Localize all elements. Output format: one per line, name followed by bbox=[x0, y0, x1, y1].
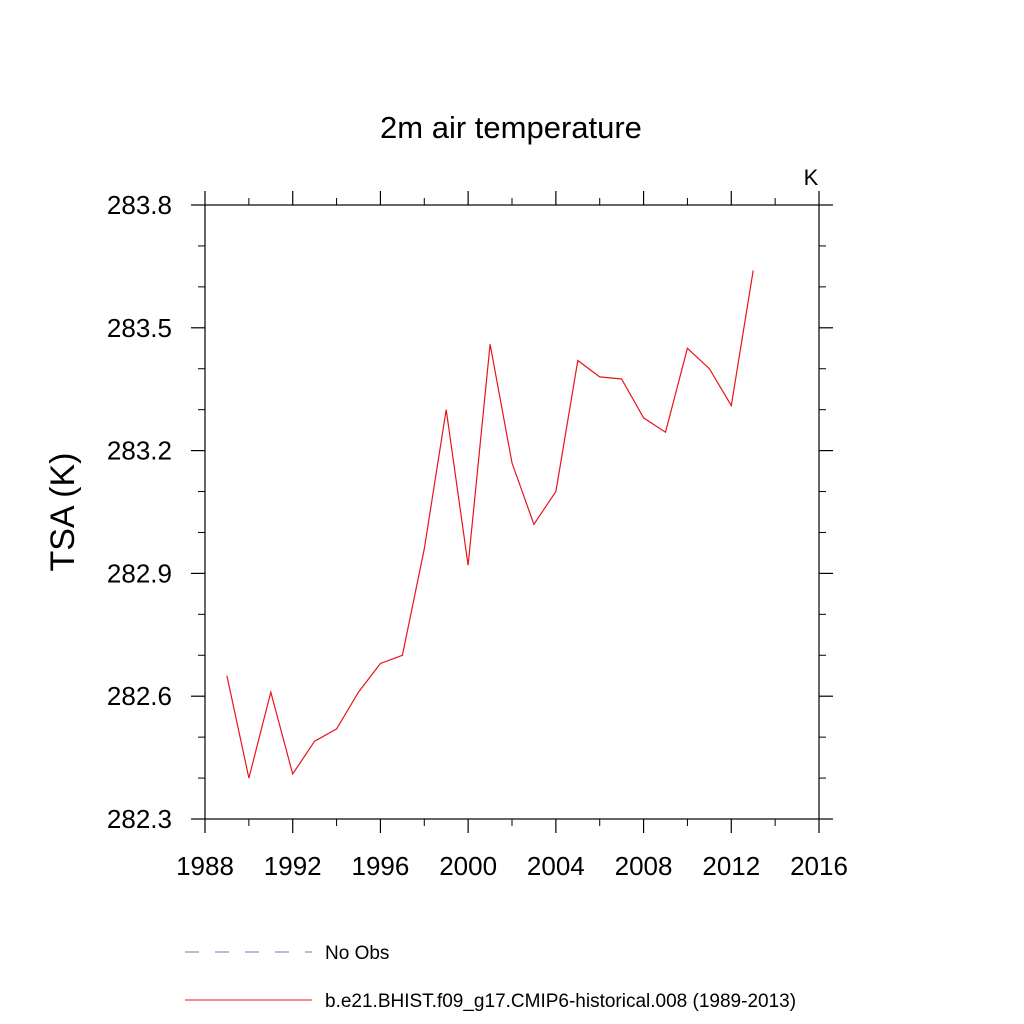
legend-label: No Obs bbox=[325, 943, 389, 964]
y-tick-label: 283.8 bbox=[107, 190, 172, 220]
axis-ticks bbox=[191, 191, 833, 833]
x-tick-label: 2008 bbox=[615, 851, 673, 881]
units-label: K bbox=[804, 165, 819, 190]
legend: No Obs b.e21.BHIST.f09_g17.CMIP6-historic… bbox=[185, 943, 796, 1012]
x-tick-label: 2016 bbox=[790, 851, 848, 881]
y-tick-label: 282.6 bbox=[107, 681, 172, 711]
series-line bbox=[226, 270, 754, 779]
x-tick-label: 1992 bbox=[264, 851, 322, 881]
y-tick-label: 282.9 bbox=[107, 558, 172, 588]
x-tick-label: 2012 bbox=[702, 851, 760, 881]
x-tick-label: 2000 bbox=[439, 851, 497, 881]
x-tick-label: 1996 bbox=[352, 851, 410, 881]
y-tick-label: 282.3 bbox=[107, 804, 172, 834]
x-tick-label: 1988 bbox=[176, 851, 234, 881]
y-tick-label: 283.5 bbox=[107, 313, 172, 343]
y-tick-label: 283.2 bbox=[107, 436, 172, 466]
x-tick-labels: 1988 1992 1996 2000 2004 2008 2012 2016 bbox=[176, 851, 848, 881]
x-tick-label: 2004 bbox=[527, 851, 585, 881]
series-lines bbox=[226, 270, 754, 779]
legend-label: b.e21.BHIST.f09_g17.CMIP6-historical.008… bbox=[325, 991, 796, 1012]
y-tick-labels: 282.3 282.6 282.9 283.2 283.5 283.8 bbox=[107, 190, 172, 834]
plot-frame bbox=[204, 204, 820, 820]
y-axis-label: TSA (K) bbox=[44, 452, 82, 571]
chart-title: 2m air temperature bbox=[380, 110, 642, 145]
